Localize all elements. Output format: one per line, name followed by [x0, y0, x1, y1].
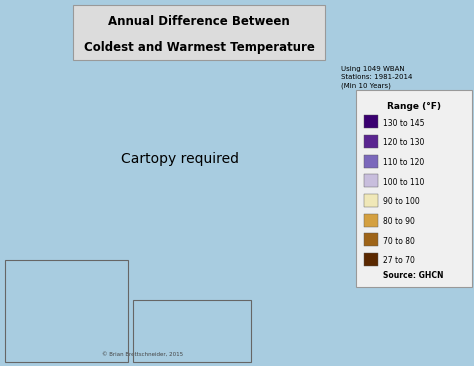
- FancyBboxPatch shape: [364, 115, 378, 128]
- FancyBboxPatch shape: [364, 234, 378, 246]
- Text: 110 to 120: 110 to 120: [383, 158, 424, 167]
- Text: 100 to 110: 100 to 110: [383, 178, 424, 187]
- Text: Cartopy required: Cartopy required: [121, 152, 239, 166]
- FancyBboxPatch shape: [364, 194, 378, 207]
- Text: Annual Difference Between: Annual Difference Between: [108, 15, 290, 29]
- Text: Source: GHCN: Source: GHCN: [383, 271, 444, 280]
- Text: Coldest and Warmest Temperature: Coldest and Warmest Temperature: [83, 41, 315, 54]
- FancyBboxPatch shape: [356, 90, 472, 287]
- FancyBboxPatch shape: [364, 155, 378, 168]
- FancyBboxPatch shape: [73, 5, 325, 60]
- Text: 70 to 80: 70 to 80: [383, 237, 414, 246]
- Text: 80 to 90: 80 to 90: [383, 217, 414, 226]
- FancyBboxPatch shape: [364, 175, 378, 187]
- Text: 120 to 130: 120 to 130: [383, 138, 424, 147]
- Text: 90 to 100: 90 to 100: [383, 197, 419, 206]
- FancyBboxPatch shape: [364, 214, 378, 227]
- Text: © Brian Brettschneider, 2015: © Brian Brettschneider, 2015: [101, 352, 183, 357]
- Text: Range (°F): Range (°F): [387, 102, 440, 111]
- Text: 27 to 70: 27 to 70: [383, 257, 414, 265]
- Text: 130 to 145: 130 to 145: [383, 119, 424, 128]
- FancyBboxPatch shape: [364, 135, 378, 148]
- FancyBboxPatch shape: [364, 253, 378, 266]
- Text: Using 1049 WBAN
Stations: 1981-2014
(Min 10 Years): Using 1049 WBAN Stations: 1981-2014 (Min…: [341, 66, 413, 89]
